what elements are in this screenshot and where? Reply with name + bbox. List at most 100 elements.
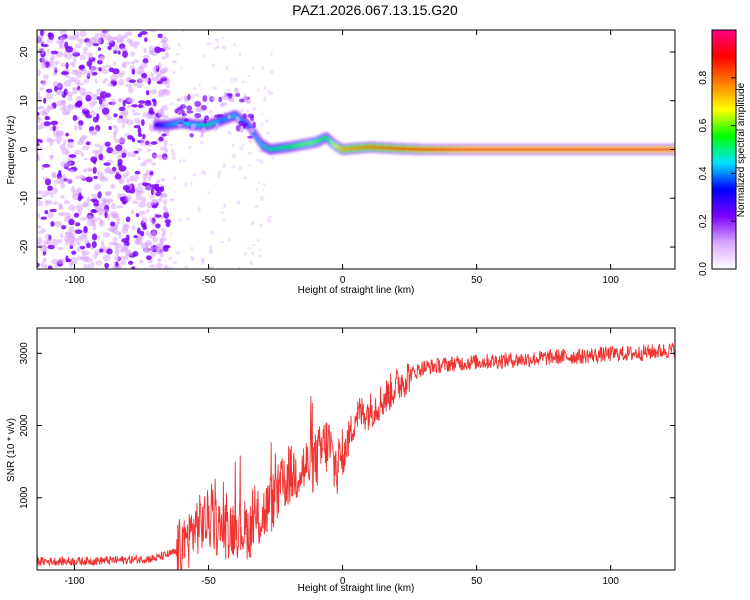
x-tick-label: 0 xyxy=(340,576,346,587)
spectrogram-noise-blob xyxy=(194,100,202,108)
spectrogram-noise-blob xyxy=(63,88,68,96)
spectrogram-noise-blob xyxy=(101,107,110,115)
spectrogram-noise-blob xyxy=(132,112,141,116)
spectrogram-noise-blob xyxy=(41,57,48,64)
spectrogram-noise-blob xyxy=(79,30,87,38)
spectrogram-noise-blob xyxy=(75,204,84,212)
spectrogram-noise-blob xyxy=(103,162,111,166)
spectrogram-noise-blob xyxy=(51,187,58,195)
spectrogram-noise-blob xyxy=(112,81,117,86)
spectrogram-noise-blob xyxy=(170,148,175,153)
spectrogram-noise-blob xyxy=(139,141,147,146)
spectrogram-noise-blob xyxy=(54,85,58,92)
spectrogram-noise-blob xyxy=(259,159,264,164)
spectrogram-noise-blob xyxy=(246,247,252,250)
spectrogram-noise-blob xyxy=(44,209,49,215)
spectrogram-noise-blob xyxy=(223,92,228,98)
spectrogram-noise-blob xyxy=(141,119,145,126)
spectrogram-noise-blob xyxy=(40,262,45,268)
spectrogram-noise-blob xyxy=(40,216,47,220)
spectrogram-noise-blob xyxy=(114,266,119,269)
spectrogram-noise-blob xyxy=(215,46,219,49)
spectrogram-noise-blob xyxy=(61,99,66,107)
spectrogram-noise-blob xyxy=(264,119,270,123)
spectrogram-noise-blob xyxy=(119,137,126,144)
spectrogram-noise-blob xyxy=(37,200,44,207)
spectrogram-noise-blob xyxy=(91,217,98,223)
spectrogram-noise-blob xyxy=(263,86,267,90)
spectrogram-noise-blob xyxy=(83,225,88,234)
spectrogram-noise-blob xyxy=(201,257,204,262)
spectrogram-noise-blob xyxy=(168,256,173,261)
x-tick-label: -50 xyxy=(201,275,216,286)
spectrogram-noise-blob xyxy=(90,261,95,269)
spectrogram-noise-blob xyxy=(252,121,256,128)
spectrogram-noise-blob xyxy=(102,254,111,262)
spectrogram-noise-blob xyxy=(85,257,93,263)
spectrogram-noise-blob xyxy=(108,125,112,131)
spectrogram-noise-blob xyxy=(162,205,166,210)
spectrogram-noise-blob xyxy=(99,176,107,183)
spectrogram-noise-blob xyxy=(139,230,145,237)
spectrogram-noise-blob xyxy=(142,173,148,180)
spectrogram-noise-blob xyxy=(56,39,60,45)
spectrogram-noise-blob xyxy=(58,170,62,176)
spectrogram-noise-blob xyxy=(148,123,152,130)
spectrogram-noise-blob xyxy=(106,227,114,232)
spectrogram-noise-blob xyxy=(116,40,124,44)
x-tick-label: 50 xyxy=(471,576,483,587)
spectrogram-noise-blob xyxy=(97,217,101,221)
spectrogram-noise-blob xyxy=(44,115,51,121)
spectrogram-noise-blob xyxy=(132,174,140,182)
spectrogram-noise-blob xyxy=(78,120,84,126)
spectrogram-noise-blob xyxy=(87,52,91,59)
snr-y-axis: 1000 2000 3000 xyxy=(19,342,675,509)
spectrogram-noise-blob xyxy=(126,250,134,256)
spectrogram-noise-blob xyxy=(68,94,73,102)
spectrogram-noise-blob xyxy=(59,30,67,36)
spectrogram-noise-blob xyxy=(204,115,210,121)
spectrogram-noise-blob xyxy=(79,174,85,180)
spectrogram-noise-blob xyxy=(106,83,114,87)
spectrogram-noise-blob xyxy=(43,190,52,196)
spectrogram-noise-blob xyxy=(116,34,123,42)
spectrogram-noise-blob xyxy=(258,254,263,258)
spectrogram-noise-blob xyxy=(92,166,97,174)
spectrogram-noise-blob xyxy=(100,240,105,248)
spectrogram-noise-blob xyxy=(231,165,237,169)
spectrogram-noise-blob xyxy=(175,53,181,56)
spectrogram-noise-blob xyxy=(134,239,141,245)
spectrogram-noise-blob xyxy=(190,181,193,187)
spectrogram-noise-blob xyxy=(80,152,84,157)
spectrogram-noise-blob xyxy=(146,158,153,163)
spectrogram-noise-blob xyxy=(68,218,75,226)
spectrogram-noise-blob xyxy=(50,221,55,227)
spectrogram-noise-blob xyxy=(82,250,90,256)
spectrogram-noise-blob xyxy=(37,92,41,97)
spectrogram-noise-blob xyxy=(76,187,83,194)
spectrogram-noise-blob xyxy=(47,244,55,250)
spectrogram-noise-blob xyxy=(43,74,49,80)
spectrogram-noise-blob xyxy=(219,102,226,106)
spectrogram-noise-blob xyxy=(58,40,64,48)
spectrogram-noise-blob xyxy=(235,92,241,97)
spectrogram-noise-blob xyxy=(104,77,108,82)
spectrogram-noise-blob xyxy=(160,192,168,198)
spectrogram-noise-blob xyxy=(243,252,248,256)
spectrogram-noise-blob xyxy=(68,154,77,158)
spectrogram-noise-blob xyxy=(37,138,41,143)
y-tick-label: 20 xyxy=(19,46,30,58)
spectrogram-noise-blob xyxy=(106,115,112,121)
spectrogram-noise-blob xyxy=(117,50,121,55)
spectrogram-noise-blob xyxy=(127,86,134,94)
spectrogram-noise-blob xyxy=(262,189,265,192)
spectrogram-noise-blob xyxy=(64,41,69,49)
spectrogram-noise-blob xyxy=(135,213,140,218)
spectrogram-noise-blob xyxy=(125,234,130,241)
spectrogram-noise-blob xyxy=(37,37,42,44)
spectrogram-noise-blob xyxy=(86,242,91,249)
spectrogram-noise-blob xyxy=(37,142,40,147)
spectrogram-noise-blob xyxy=(146,148,151,152)
spectrogram-noise-blob xyxy=(122,99,126,107)
spectrogram-noise-blob xyxy=(68,204,76,212)
